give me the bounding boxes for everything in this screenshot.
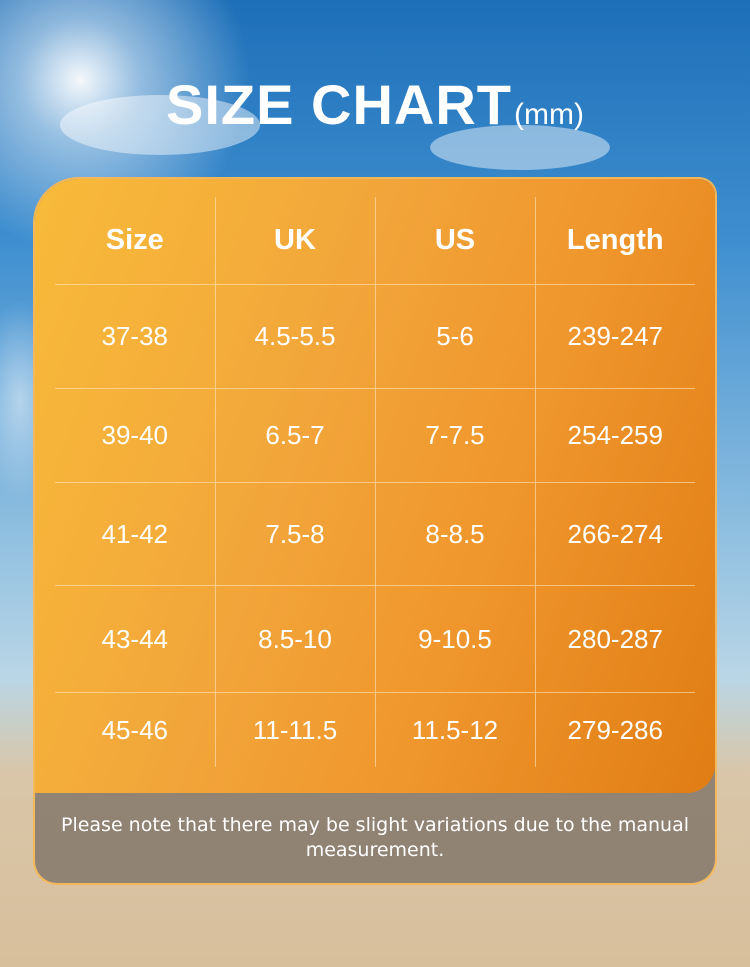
column-header: UK (214, 197, 375, 285)
table-cell: 39-40 (55, 388, 215, 483)
cloud (430, 125, 610, 170)
table-cell: 239-247 (534, 284, 695, 389)
table-cell: 11-11.5 (214, 692, 375, 767)
measurement-note: Please note that there may be slight var… (60, 814, 690, 861)
table-cell: 5-6 (374, 284, 535, 389)
size-chart-card: Size UK US Length 37-38 4.5-5.5 5-6 239-247 39-… (33, 177, 717, 885)
table-cell: 8.5-10 (214, 585, 375, 693)
table-cell: 6.5-7 (214, 388, 375, 483)
table-cell: 254-259 (534, 388, 695, 483)
table-cell: 41-42 (55, 482, 215, 586)
table-row: 41-42 7.5-8 8-8.5 266-274 (55, 482, 695, 586)
size-table: Size UK US Length 37-38 4.5-5.5 5-6 239-247 39-… (55, 197, 695, 767)
table-row: 39-40 6.5-7 7-7.5 254-259 (55, 388, 695, 483)
table-cell: 4.5-5.5 (214, 284, 375, 389)
column-header: US (374, 197, 535, 285)
table-row: 43-44 8.5-10 9-10.5 280-287 (55, 585, 695, 693)
table-cell: 7-7.5 (374, 388, 535, 483)
column-header: Size (105, 224, 164, 256)
table-cell: 45-46 (55, 692, 215, 767)
table-cell: 43-44 (55, 585, 215, 693)
table-panel: Size UK US Length 37-38 4.5-5.5 5-6 239-247 39-… (35, 179, 715, 793)
table-row: 37-38 4.5-5.5 5-6 239-247 (55, 284, 695, 389)
table-cell: 266-274 (534, 482, 695, 586)
title-main: SIZE CHART (166, 73, 513, 136)
column-header: Length (534, 197, 695, 285)
table-cell: 11.5-12 (374, 692, 535, 767)
cloud (60, 95, 260, 155)
header-row: Size UK US Length (55, 197, 695, 285)
table-cell: 9-10.5 (374, 585, 535, 693)
table-cell: 37-38 (55, 284, 215, 389)
table-cell: 8-8.5 (374, 482, 535, 586)
table-cell: 279-286 (534, 692, 695, 767)
table-row: 45-46 11-11.5 11.5-12 279-286 (55, 692, 695, 767)
table-cell: 280-287 (534, 585, 695, 693)
title-unit: (mm) (514, 98, 584, 131)
table-cell: 7.5-8 (214, 482, 375, 586)
page-title: SIZE CHART(mm) (0, 72, 750, 137)
